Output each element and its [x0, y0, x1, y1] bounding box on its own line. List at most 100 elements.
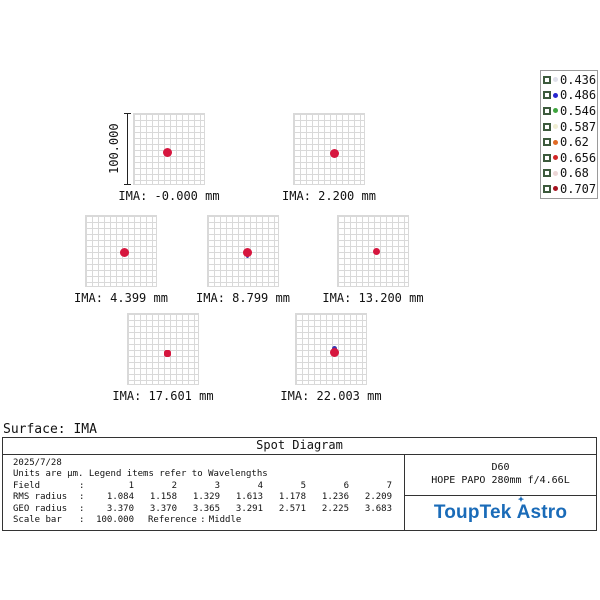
units-note: Units are µm. Legend items refer to Wave… — [13, 469, 268, 480]
lens-description: HOPE PAPO 280mm f/4.66L — [431, 475, 570, 486]
brand-word-1: ToupTek — [433, 502, 512, 523]
table-row: Field: 1 2 3 4 5 6 7 — [13, 481, 404, 492]
date-text: 2025/7/28 — [13, 458, 62, 468]
table-cell: 3.683 — [364, 503, 392, 514]
spot-grid — [295, 313, 367, 385]
scale-bar-value: 100.000 — [96, 515, 134, 526]
table-cell: 1.158 — [149, 492, 177, 503]
panel-label: IMA: 2.200 mm — [282, 189, 376, 203]
scale-axis-tick — [124, 113, 131, 114]
legend-item: 0.436 — [543, 72, 597, 88]
wavelength-color-dot-icon — [553, 108, 558, 114]
wavelength-color-dot-icon — [553, 186, 558, 192]
spot-grid — [85, 215, 157, 287]
table-cell: 3.370 — [106, 503, 134, 514]
table-cell: 1 — [128, 480, 134, 491]
spot-grid — [207, 215, 279, 287]
colon: : — [79, 515, 85, 526]
wavelength-color-dot-icon — [553, 92, 558, 98]
table-cell: 7 — [386, 480, 392, 491]
info-box-body: 2025/7/28 Units are µm. Legend items ref… — [3, 455, 596, 530]
table-cell: 1.329 — [192, 492, 220, 503]
legend-item: 0.656 — [543, 150, 597, 166]
legend-item: 0.707 — [543, 181, 597, 197]
wavelength-marker-icon — [543, 91, 551, 100]
panel-label: IMA: 13.200 mm — [322, 291, 424, 305]
lens-title: D60 HOPE PAPO 280mm f/4.66L — [405, 455, 596, 496]
brand-logo: ToupTek ✦ Astro — [405, 496, 596, 530]
wavelength-color-dot-icon — [553, 170, 558, 176]
wavelength-value: 0.707 — [560, 181, 597, 196]
table-row: RMS radius: 1.084 1.158 1.329 1.613 1.178 1.23… — [13, 492, 404, 503]
wavelength-marker-icon — [543, 138, 551, 147]
legend-item: 0.68 — [543, 166, 597, 182]
legend-item: 0.546 — [543, 103, 597, 119]
colon: : — [79, 480, 85, 491]
panel-label: IMA: 8.799 mm — [196, 291, 290, 305]
table-row-label: Field — [13, 480, 41, 491]
wavelength-value: 0.486 — [560, 88, 597, 103]
table-cell: 2 — [171, 480, 177, 491]
table-cell: 1.236 — [321, 492, 349, 503]
wavelength-value: 0.62 — [560, 135, 589, 150]
brand-word-2: ✦ Astro — [516, 496, 568, 524]
colon: : — [200, 515, 206, 526]
wavelength-value: 0.656 — [560, 150, 597, 165]
legend-item: 0.486 — [543, 88, 597, 104]
table-cell: 3.370 — [149, 503, 177, 514]
spot-grid — [133, 113, 205, 185]
spot-grid — [337, 215, 409, 287]
wavelength-value: 0.546 — [560, 103, 597, 118]
table-cell: 5 — [300, 480, 306, 491]
panel-label: IMA: 4.399 mm — [74, 291, 168, 305]
table-cell: 3.291 — [235, 503, 263, 514]
page-title: Spot Diagram — [3, 438, 596, 455]
colon: : — [79, 492, 85, 503]
scale-bar-row: Scale bar : 100.000 Reference : Middle — [13, 515, 404, 526]
spot — [162, 147, 172, 157]
scale-axis — [127, 113, 128, 185]
info-box: Spot Diagram 2025/7/28 Units are µm. Leg… — [2, 437, 597, 531]
scale-axis-tick — [124, 184, 131, 185]
table-cell: 6 — [343, 480, 349, 491]
reference-label: Reference — [148, 515, 197, 526]
wavelength-color-dot-icon — [553, 124, 558, 130]
spot — [163, 349, 171, 357]
colon: : — [79, 503, 85, 514]
spot — [242, 247, 252, 257]
table-cell: 2.225 — [321, 503, 349, 514]
surface-label: Surface: IMA — [3, 422, 97, 437]
spot — [329, 148, 339, 158]
model-name: D60 — [491, 462, 510, 473]
wavelength-marker-icon — [543, 184, 551, 193]
table-row: GEO radius: 3.370 3.370 3.365 3.291 2.571 2.22… — [13, 504, 404, 515]
wavelength-marker-icon — [543, 122, 551, 131]
legend-item: 0.587 — [543, 119, 597, 135]
table-cell: 3 — [214, 480, 220, 491]
star-icon: ✦ — [517, 495, 525, 504]
title-block: D60 HOPE PAPO 280mm f/4.66L ToupTek ✦ Ast… — [405, 455, 596, 530]
wavelength-color-dot-icon — [553, 139, 558, 145]
wavelength-value: 0.436 — [560, 72, 597, 87]
table-cell: 3.365 — [192, 503, 220, 514]
spot-grid — [127, 313, 199, 385]
wavelength-color-dot-icon — [553, 77, 558, 83]
spot-grid — [293, 113, 365, 185]
legend-item: 0.62 — [543, 134, 597, 150]
panel-label: IMA: -0.000 mm — [118, 189, 220, 203]
wavelength-marker-icon — [543, 169, 551, 178]
reference-value: Middle — [208, 515, 242, 526]
table-row-label: RMS radius — [13, 492, 68, 503]
panel-label: IMA: 17.601 mm — [112, 389, 214, 403]
table-row-label: GEO radius — [13, 503, 68, 514]
table-cell: 1.178 — [278, 492, 306, 503]
field-table-rows: Field: 1 2 3 4 5 6 7 RMS radius: 1.084 1.158 1.329 1… — [13, 481, 404, 515]
wavelength-value: 0.587 — [560, 119, 597, 134]
wavelength-marker-icon — [543, 153, 551, 162]
table-cell: 2.571 — [278, 503, 306, 514]
spot — [372, 247, 380, 255]
panel-label: IMA: 22.003 mm — [280, 389, 382, 403]
brand-word-2-text: Astro — [516, 502, 568, 523]
